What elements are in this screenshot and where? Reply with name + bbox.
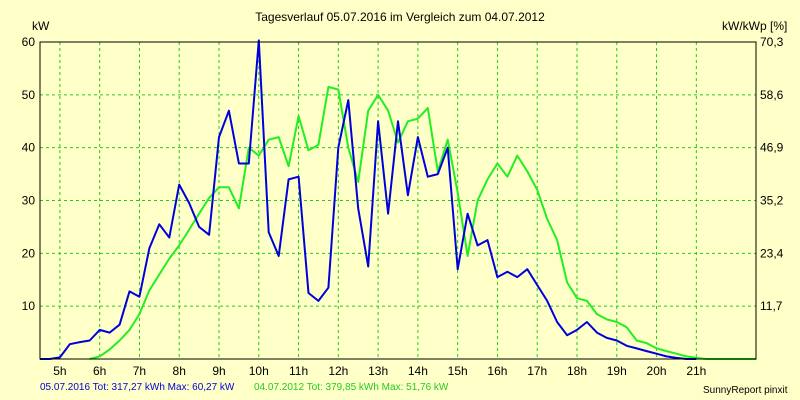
y2-tick-label: 35,2	[760, 194, 784, 208]
series-lines	[40, 39, 756, 360]
series-line-05.07.2016	[40, 39, 697, 360]
x-tick-label: 17h	[527, 364, 547, 378]
x-tick-label: 8h	[173, 364, 186, 378]
x-tick-label: 11h	[289, 364, 308, 378]
plot-area	[39, 41, 757, 360]
y-tick-label: 60	[22, 35, 36, 49]
y2-tick-label: 46,9	[760, 141, 784, 155]
x-tick-label: 5h	[53, 364, 66, 378]
x-tick-label: 18h	[567, 364, 587, 378]
x-tick-label: 19h	[607, 364, 627, 378]
tick-labels: 5h 6h 7h 8h 9h 10h 11h 12h 13h 14h 15h 16h 17h 18h 19h…	[22, 35, 784, 378]
x-tick-label: 13h	[368, 364, 388, 378]
x-tick-label: 7h	[133, 364, 146, 378]
x-tick-label: 20h	[647, 364, 667, 378]
x-tick-label: 21h	[686, 364, 706, 378]
x-tick-label: 12h	[328, 364, 348, 378]
legend-series-1: 05.07.2016 Tot: 317,27 kWh Max: 60,27 kW	[40, 382, 235, 393]
x-tick-label: 6h	[93, 364, 106, 378]
y2-tick-label: 58,6	[760, 88, 784, 102]
x-tick-label: 14h	[408, 364, 428, 378]
y-tick-label: 10	[22, 299, 36, 313]
y-axis-label: kW	[32, 19, 50, 33]
y-tick-label: 30	[22, 194, 36, 208]
x-tick-label: 10h	[249, 364, 269, 378]
y-tick-label: 40	[22, 141, 36, 155]
y2-axis-label: kW/kWp [%]	[722, 19, 788, 33]
x-tick-label: 16h	[487, 364, 507, 378]
y2-tick-label: 23,4	[760, 246, 784, 260]
x-tick-label: 15h	[448, 364, 468, 378]
brand-credit: SunnyReport pinxit	[703, 385, 788, 396]
chart-title: Tagesverlauf 05.07.2016 im Vergleich zum…	[255, 10, 545, 24]
x-tick-label: 9h	[212, 364, 225, 378]
legend-series-2: 04.07.2012 Tot: 379,85 kWh Max: 51,76 kW	[254, 382, 449, 393]
series-line-04.07.2012	[89, 85, 756, 360]
y-tick-label: 50	[22, 88, 36, 102]
y2-tick-label: 70,3	[760, 35, 784, 49]
y2-tick-label: 11,7	[760, 299, 783, 313]
y-tick-label: 20	[22, 246, 36, 260]
grid-lines	[40, 42, 756, 359]
